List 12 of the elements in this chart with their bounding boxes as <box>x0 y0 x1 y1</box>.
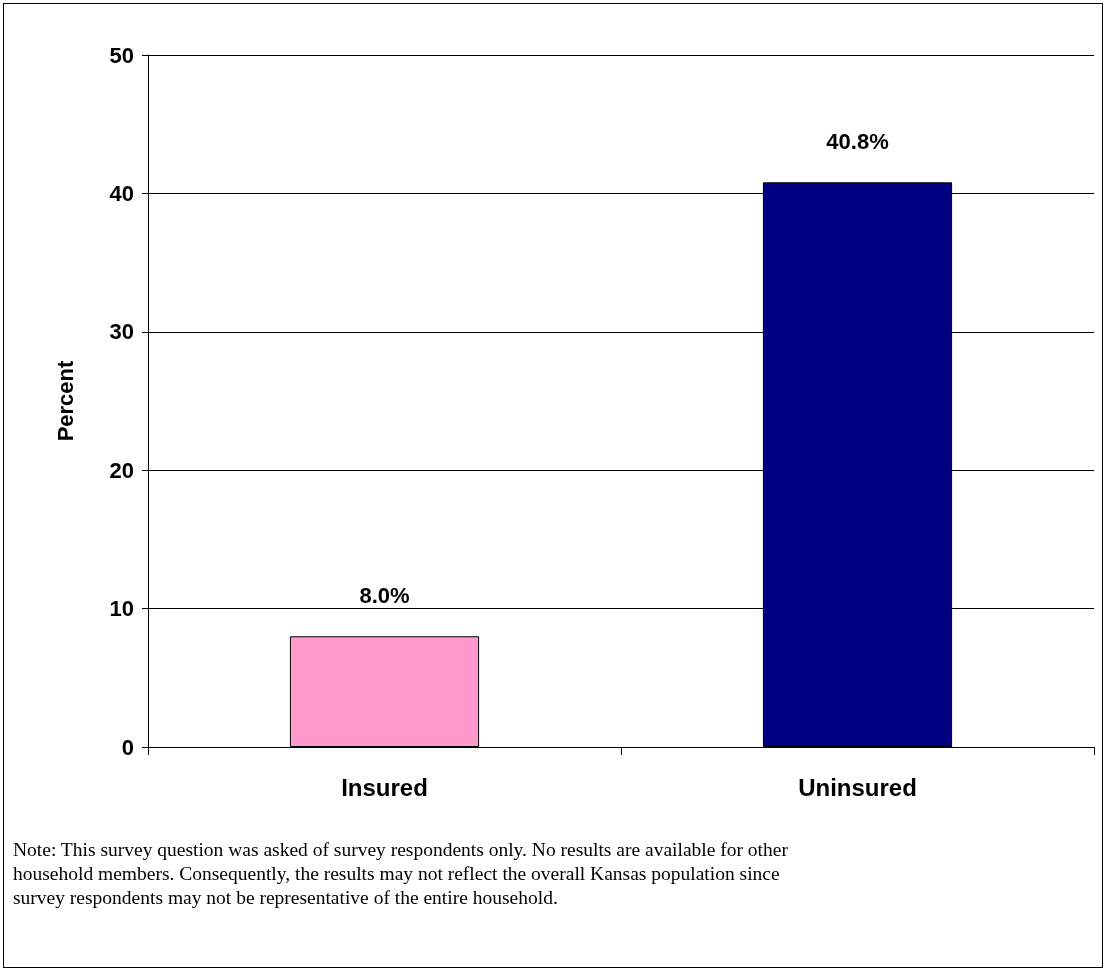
y-axis-title: Percent <box>52 359 78 442</box>
y-tick-label: 50 <box>109 42 134 68</box>
y-tick-label: 20 <box>109 457 134 483</box>
x-tick-label: Insured <box>341 773 428 801</box>
y-tick-label: 30 <box>109 319 134 345</box>
data-label: 40.8% <box>826 128 889 154</box>
y-tick-label: 0 <box>121 734 134 760</box>
y-tick-label: 40 <box>109 180 134 206</box>
x-tick-label: Uninsured <box>798 773 917 801</box>
text: Note: This survey question was asked of survey respondents only. No results are available for other household members. Consequently, the results may not reflect the overall Kansas population since survey respondents may not be representative of the entire household. <box>13 838 789 910</box>
data-label: 8.0% <box>359 582 410 608</box>
y-tick-label: 10 <box>109 596 134 622</box>
